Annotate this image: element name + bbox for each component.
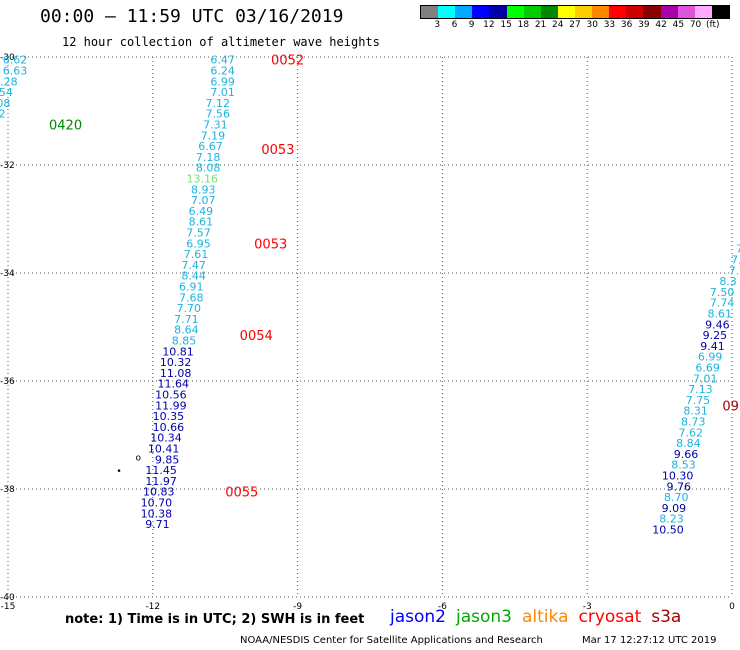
y-tick-label: -32	[0, 161, 15, 171]
y-tick-label: -38	[0, 485, 15, 495]
x-tick-label: -15	[1, 602, 16, 612]
satellite-altika: altika	[522, 607, 569, 627]
satellite-legend: jason2 jason3 altika cryosat s3a	[390, 607, 691, 627]
satellite-s3a: s3a	[651, 607, 681, 627]
land-marker: •	[116, 467, 121, 477]
wave-height-point: 10.50	[652, 524, 684, 537]
pass-time-label: 0054	[240, 329, 273, 344]
pass-time-label: 0053	[261, 143, 294, 158]
wave-height-point: 6.52	[0, 108, 6, 121]
y-tick-label: -40	[0, 593, 15, 603]
wave-height-point: 9.71	[145, 518, 170, 531]
pass-time-label: 0052	[271, 54, 304, 69]
y-tick-label: -36	[0, 377, 15, 387]
generation-timestamp: Mar 17 12:27:12 UTC 2019	[582, 635, 717, 646]
satellite-cryosat: cryosat	[579, 607, 642, 627]
pass-time-label: 0055	[225, 486, 258, 501]
satellite-jason2: jason2	[390, 607, 446, 627]
footer-note: note: 1) Time is in UTC; 2) SWH is in fe…	[65, 612, 364, 627]
pass-time-label: 0420	[49, 119, 82, 134]
satellite-jason3: jason3	[456, 607, 512, 627]
credit-text: NOAA/NESDIS Center for Satellite Applica…	[240, 635, 543, 646]
land-marker: o	[136, 454, 142, 464]
wave-height-plot: -15-12-9-6-30-30-32-34-36-38-406.626.637…	[0, 0, 740, 650]
pass-time-label: 0053	[254, 237, 287, 252]
x-tick-label: 0	[729, 602, 735, 612]
y-tick-label: -34	[0, 269, 15, 279]
pass-time-label: 09.	[722, 399, 740, 414]
x-tick-label: -9	[293, 602, 302, 612]
x-tick-label: -12	[145, 602, 160, 612]
